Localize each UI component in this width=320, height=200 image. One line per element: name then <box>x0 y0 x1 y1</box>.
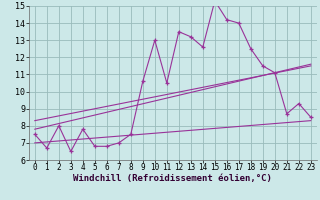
X-axis label: Windchill (Refroidissement éolien,°C): Windchill (Refroidissement éolien,°C) <box>73 174 272 183</box>
